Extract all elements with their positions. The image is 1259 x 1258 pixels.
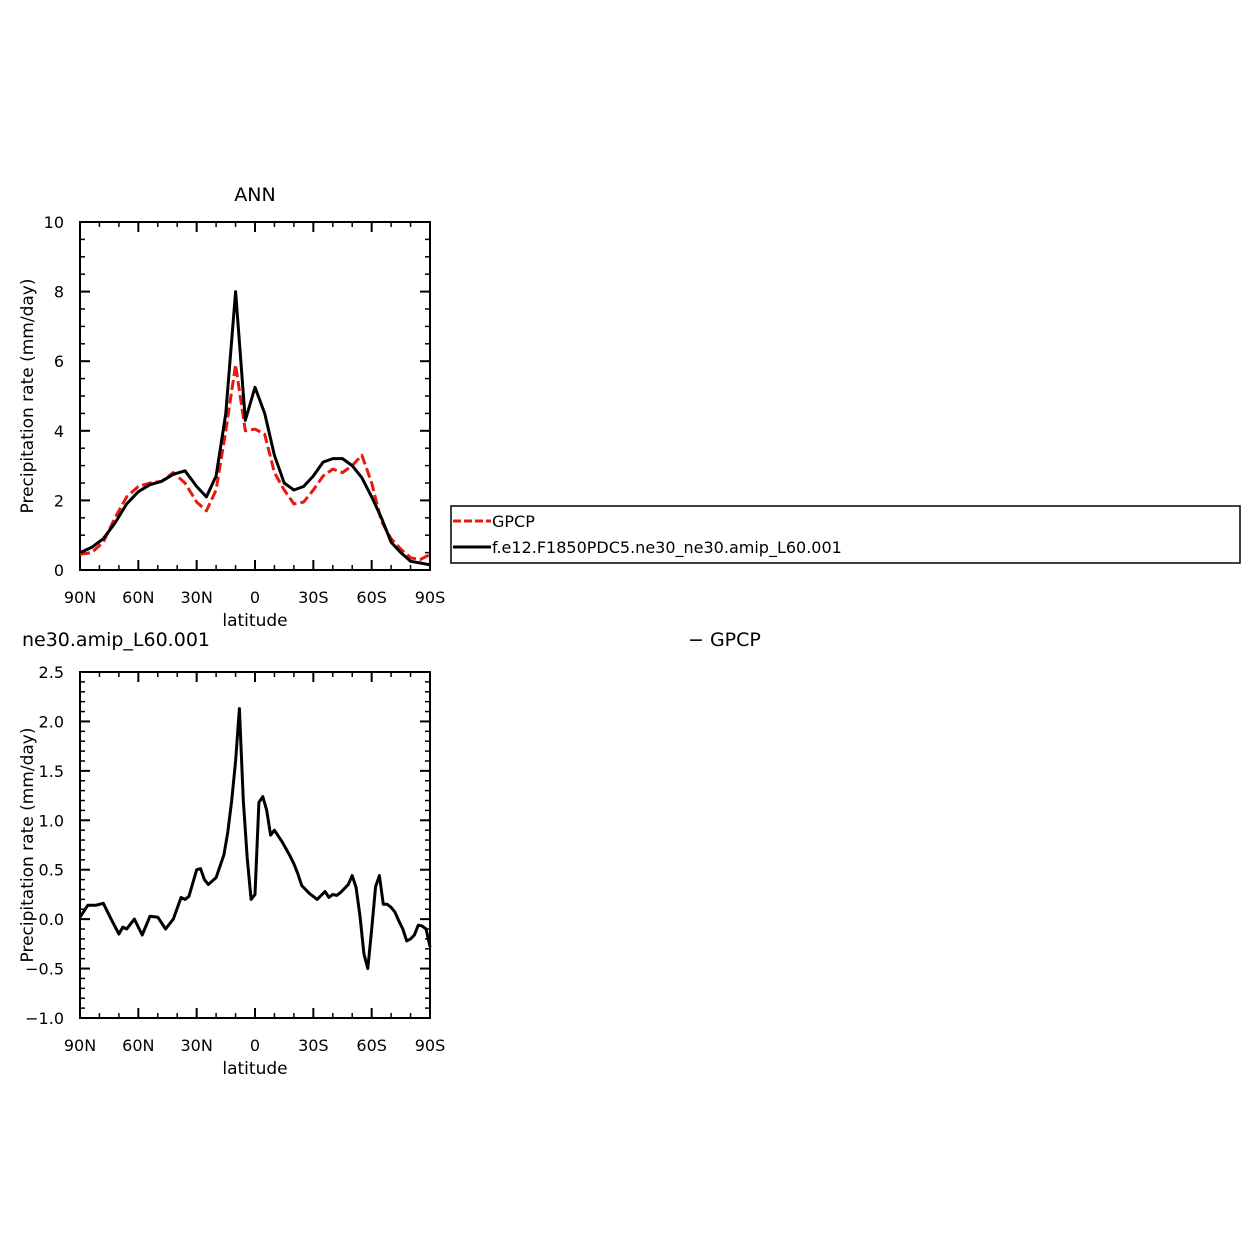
y-tick-label: 6 [54, 352, 64, 371]
series-line-0 [78, 707, 432, 971]
y-tick-label: 2.5 [39, 663, 64, 682]
x-tick-label: 90S [415, 588, 446, 607]
legend: GPCP f.e12.F1850PDC5.ne30_ne30.amip_L60.0… [450, 505, 1241, 564]
x-tick-label: 0 [250, 1036, 260, 1055]
plot-frame [79, 671, 431, 1019]
y-tick-label: 2 [54, 491, 64, 510]
legend-label-0: GPCP [492, 512, 535, 531]
y-tick-label: 2.0 [39, 712, 64, 731]
y-tick-label: 0 [54, 561, 64, 580]
panel-annual-precip: 90N 60N 30N 0 30S 60S 90S 0 2 4 6 8 10 latitude Precip… [18, 184, 445, 631]
series-line-0 [79, 363, 431, 562]
y-tick-label: 4 [54, 422, 64, 441]
x-axis-title: latitude [222, 1059, 287, 1079]
plot-title-left: ne30.amip_L60.001 [22, 629, 210, 651]
y-tick-label: 8 [54, 283, 64, 302]
y-tick-label: 0.5 [39, 861, 64, 880]
x-tick-label: 60S [356, 588, 387, 607]
x-tick-label: 30N [181, 588, 213, 607]
y-tick-label: 0.0 [39, 910, 64, 929]
x-tick-label: 30N [181, 1036, 213, 1055]
y-tick-label: 1.0 [39, 811, 64, 830]
x-tick-label: 30S [298, 1036, 329, 1055]
y-tick-label: 10 [44, 213, 64, 232]
y-axis-title: Precipitation rate (mm/day) [18, 728, 38, 963]
x-tick-label: 90S [415, 1036, 446, 1055]
x-tick-label: 30S [298, 588, 329, 607]
legend-label-1: f.e12.F1850PDC5.ne30_ne30.amip_L60.001 [492, 538, 842, 558]
y-tick-label: −1.0 [25, 1009, 64, 1028]
x-tick-label: 0 [250, 588, 260, 607]
x-tick-label: 60N [122, 588, 154, 607]
panel-difference: 90N 60N 30N 0 30S 60S 90S −1.0 −0.5 0.0 0.5 1.0 1.5 2… [18, 629, 761, 1079]
x-tick-label: 90N [64, 1036, 96, 1055]
legend-box [450, 505, 1241, 564]
plot-title-right: − GPCP [688, 629, 761, 651]
x-tick-label: 60S [356, 1036, 387, 1055]
x-axis-title: latitude [222, 611, 287, 631]
x-tick-label: 60N [122, 1036, 154, 1055]
y-tick-label: 1.5 [39, 762, 64, 781]
plot-title: ANN [234, 184, 275, 206]
y-tick-label: −0.5 [25, 960, 64, 979]
x-tick-label: 90N [64, 588, 96, 607]
plot-frame [79, 221, 431, 571]
y-axis-title: Precipitation rate (mm/day) [18, 279, 38, 514]
